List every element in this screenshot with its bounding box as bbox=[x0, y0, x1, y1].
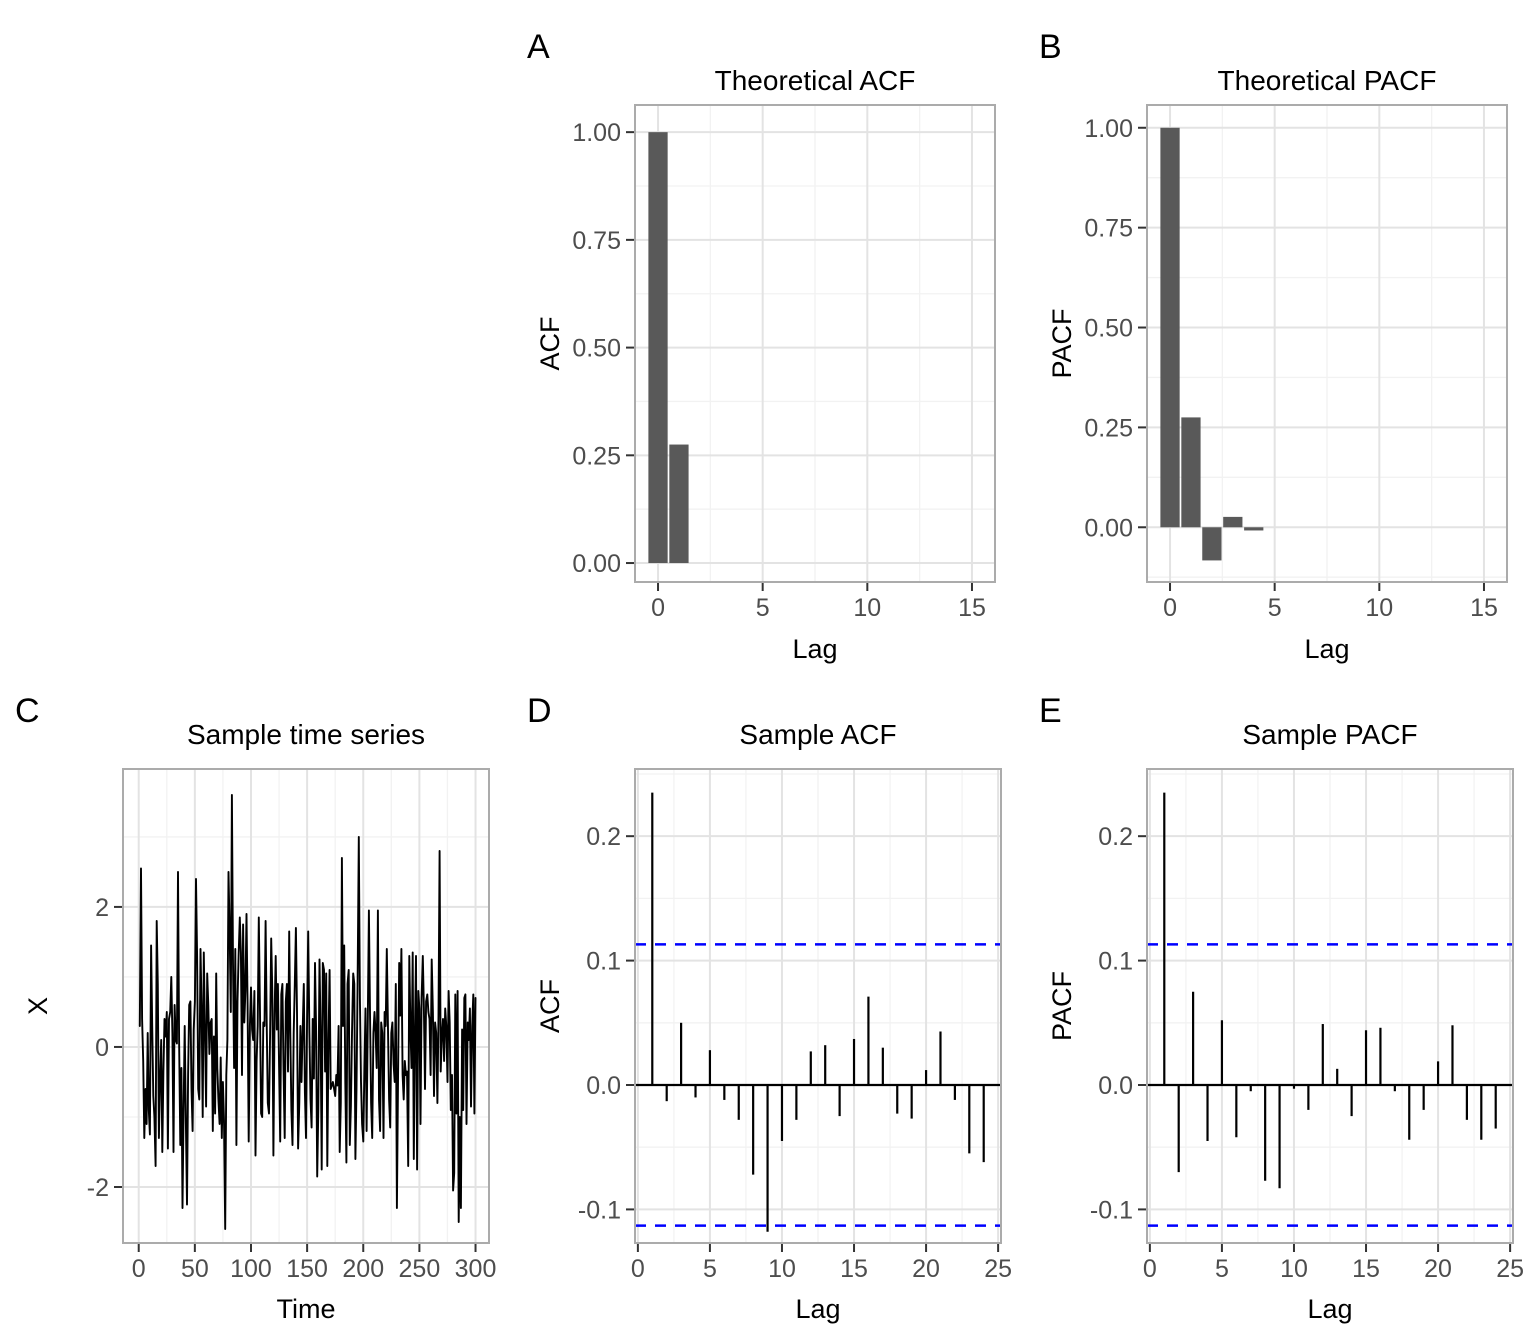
acf-bar bbox=[1160, 127, 1180, 528]
y-axis-label: PACF bbox=[1047, 971, 1077, 1041]
x-tick-label: 15 bbox=[958, 594, 986, 622]
x-tick-label: 300 bbox=[455, 1255, 497, 1283]
panel-letter: C bbox=[15, 692, 40, 730]
panel-sample-pacf: 0 5 10 15 20 25 -0.1 0.0 0.1 0.2 E Sample PACF Lag PA… bbox=[1024, 672, 1536, 1344]
y-tick-label: 0.2 bbox=[586, 823, 621, 851]
panel-border bbox=[1146, 768, 1514, 1244]
x-axis-label: Time bbox=[277, 1294, 336, 1324]
y-tick-label: 0.0 bbox=[586, 1072, 621, 1100]
x-tick-label: 15 bbox=[1352, 1255, 1380, 1283]
panel-border bbox=[122, 768, 490, 1244]
chart-title: Theoretical PACF bbox=[1218, 65, 1437, 96]
x-tick-label: 5 bbox=[1268, 594, 1282, 622]
panel-letter: B bbox=[1039, 28, 1062, 66]
x-tick-label: 50 bbox=[181, 1255, 209, 1283]
acf-bar bbox=[669, 444, 689, 564]
x-tick-label: 0 bbox=[631, 1255, 645, 1283]
y-axis-label: ACF bbox=[535, 979, 565, 1033]
acf-bar bbox=[1244, 527, 1264, 531]
x-tick-label: 25 bbox=[1496, 1255, 1524, 1283]
y-tick-label: 0.50 bbox=[1084, 315, 1133, 343]
x-tick-label: 0 bbox=[1163, 594, 1177, 622]
x-axis-label: Lag bbox=[792, 634, 837, 664]
y-tick-label: -2 bbox=[87, 1174, 109, 1202]
chart-sample-acf: 0 5 10 15 20 25 -0.1 0.0 0.1 0.2 D Sample ACF Lag ACF bbox=[527, 692, 1012, 1324]
acf-bar bbox=[648, 132, 668, 564]
chart-title: Sample time series bbox=[187, 719, 425, 750]
y-tick-label: 0.75 bbox=[572, 227, 621, 255]
x-tick-label: 20 bbox=[912, 1255, 940, 1283]
x-tick-label: 150 bbox=[286, 1255, 328, 1283]
chart-theoretical-pacf: 0 5 10 15 0.00 0.25 0.50 0.75 1.00 B Theoretical P… bbox=[1039, 28, 1508, 664]
x-tick-label: 20 bbox=[1424, 1255, 1452, 1283]
x-tick-label: 10 bbox=[1280, 1255, 1308, 1283]
x-tick-label: 25 bbox=[984, 1255, 1012, 1283]
x-tick-label: 10 bbox=[853, 594, 881, 622]
x-tick-label: 250 bbox=[399, 1255, 441, 1283]
x-tick-label: 5 bbox=[1215, 1255, 1229, 1283]
y-axis-label: ACF bbox=[535, 317, 565, 371]
x-tick-label: 10 bbox=[1365, 594, 1393, 622]
x-tick-label: 0 bbox=[132, 1255, 146, 1283]
x-tick-label: 15 bbox=[1470, 594, 1498, 622]
panel-letter: A bbox=[527, 28, 550, 66]
panel-sample-time-series: 0 50 100 150 200 250 300 -2 0 2 C Sample time serie… bbox=[0, 672, 512, 1344]
panel-theoretical-acf: 0 5 10 15 0.00 0.25 0.50 0.75 1.00 A Theoretical A… bbox=[512, 0, 1024, 672]
panel-letter: E bbox=[1039, 692, 1062, 730]
panel-sample-acf: 0 5 10 15 20 25 -0.1 0.0 0.1 0.2 D Sample ACF Lag ACF bbox=[512, 672, 1024, 1344]
panel-border bbox=[1146, 104, 1508, 583]
y-tick-label: 0.25 bbox=[572, 442, 621, 470]
y-axis-label: X bbox=[23, 997, 53, 1015]
x-tick-label: 5 bbox=[756, 594, 770, 622]
time-series-line bbox=[138, 793, 477, 1230]
y-tick-label: 0.00 bbox=[1084, 514, 1133, 542]
y-tick-label: 0.1 bbox=[586, 948, 621, 976]
chart-sample-pacf: 0 5 10 15 20 25 -0.1 0.0 0.1 0.2 E Sample PACF Lag PA… bbox=[1039, 692, 1524, 1324]
x-tick-label: 10 bbox=[768, 1255, 796, 1283]
y-tick-label: 0.75 bbox=[1084, 215, 1133, 243]
panel-letter: D bbox=[527, 692, 552, 730]
empty-cell bbox=[0, 0, 512, 672]
y-tick-label: 1.00 bbox=[1084, 115, 1133, 143]
panel-border bbox=[634, 768, 1002, 1244]
y-tick-label: 0.0 bbox=[1098, 1072, 1133, 1100]
y-tick-label: 0.25 bbox=[1084, 414, 1133, 442]
y-tick-label: 2 bbox=[95, 894, 109, 922]
x-tick-label: 0 bbox=[651, 594, 665, 622]
x-tick-label: 0 bbox=[1143, 1255, 1157, 1283]
y-tick-label: -0.1 bbox=[1090, 1196, 1133, 1224]
acf-bar bbox=[1181, 417, 1201, 528]
x-axis-label: Lag bbox=[795, 1294, 840, 1324]
y-tick-label: 1.00 bbox=[572, 119, 621, 147]
y-tick-label: 0.1 bbox=[1098, 948, 1133, 976]
y-tick-label: 0.00 bbox=[572, 550, 621, 578]
chart-title: Sample PACF bbox=[1242, 719, 1417, 750]
x-tick-label: 200 bbox=[342, 1255, 384, 1283]
acf-bar bbox=[1202, 527, 1222, 561]
y-tick-label: 0.2 bbox=[1098, 823, 1133, 851]
chart-title: Theoretical ACF bbox=[715, 65, 916, 96]
panel-border bbox=[634, 104, 996, 583]
chart-title: Sample ACF bbox=[739, 719, 896, 750]
acf-bar bbox=[1223, 516, 1243, 528]
chart-theoretical-acf: 0 5 10 15 0.00 0.25 0.50 0.75 1.00 A Theoretical A… bbox=[527, 28, 996, 664]
x-tick-label: 15 bbox=[840, 1255, 868, 1283]
x-tick-label: 5 bbox=[703, 1255, 717, 1283]
y-axis-label: PACF bbox=[1047, 308, 1077, 378]
panel-theoretical-pacf: 0 5 10 15 0.00 0.25 0.50 0.75 1.00 B Theoretical P… bbox=[1024, 0, 1536, 672]
x-axis-label: Lag bbox=[1304, 634, 1349, 664]
y-tick-label: 0.50 bbox=[572, 335, 621, 363]
chart-sample-time-series: 0 50 100 150 200 250 300 -2 0 2 C Sample time serie… bbox=[15, 692, 497, 1324]
x-tick-label: 100 bbox=[230, 1255, 272, 1283]
x-axis-label: Lag bbox=[1307, 1294, 1352, 1324]
y-tick-label: 0 bbox=[95, 1034, 109, 1062]
y-tick-label: -0.1 bbox=[578, 1196, 621, 1224]
